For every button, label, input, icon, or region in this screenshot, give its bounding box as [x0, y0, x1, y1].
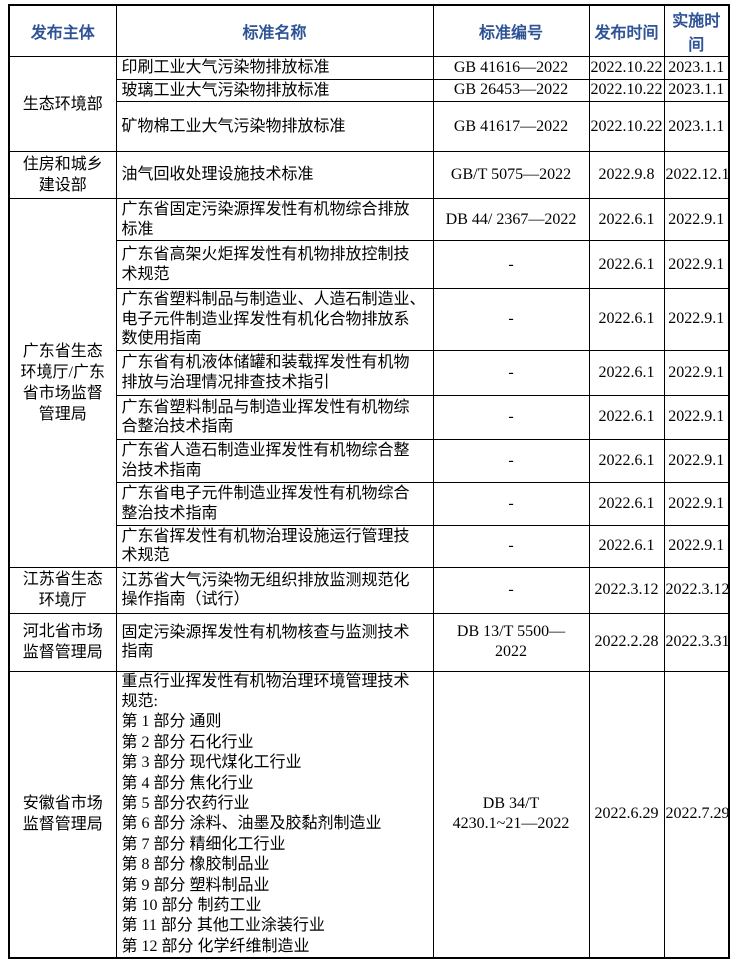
column-header-publish-date: 发布时间 — [588, 4, 665, 57]
standard-code-cell: - — [432, 240, 590, 289]
effective-date-cell: 2022.9.1 — [663, 481, 730, 526]
publisher-cell: 江苏省生态 环境厅 — [8, 566, 117, 614]
publish-date-cell: 2022.10.22 — [588, 56, 665, 80]
standard-name-cell: 广东省塑料制品与制造业挥发性有机物综 合整治技术指南 — [115, 394, 434, 440]
standard-name-cell: 矿物棉工业大气污染物排放标准 — [115, 101, 434, 152]
effective-date-cell: 2022.7.29 — [663, 670, 730, 959]
publisher-cell: 生态环境部 — [8, 56, 117, 152]
column-header-standard-code: 标准编号 — [432, 4, 590, 57]
standard-name-cell: 玻璃工业大气污染物排放标准 — [115, 78, 434, 102]
effective-date-cell: 2022.9.1 — [663, 438, 730, 483]
standard-name-cell: 固定污染源挥发性有机物核查与监测技术 指南 — [115, 612, 434, 672]
standard-code-cell: DB 44/ 2367—2022 — [432, 198, 590, 241]
effective-date-cell: 2022.12.1 — [663, 151, 730, 199]
standard-name-cell: 油气回收处理设施技术标准 — [115, 151, 434, 199]
publisher-cell: 住房和城乡 建设部 — [8, 151, 117, 199]
publish-date-cell: 2022.6.1 — [588, 240, 665, 289]
column-header-publisher: 发布主体 — [8, 4, 117, 57]
effective-date-cell: 2022.9.1 — [663, 349, 730, 396]
publish-date-cell: 2022.6.1 — [588, 394, 665, 440]
effective-date-cell: 2022.9.1 — [663, 394, 730, 440]
effective-date-cell: 2022.9.1 — [663, 198, 730, 241]
publish-date-cell: 2022.10.22 — [588, 101, 665, 152]
standard-name-cell: 广东省高架火炬挥发性有机物排放控制技 术规范 — [115, 240, 434, 289]
column-header-effective-date: 实施时间 — [663, 4, 730, 57]
standard-code-cell: - — [432, 438, 590, 483]
standard-name-cell: 江苏省大气污染物无组织排放监测规范化 操作指南（试行） — [115, 566, 434, 614]
table-row: 住房和城乡 建设部 油气回收处理设施技术标准 GB/T 5075—2022 20… — [8, 151, 730, 199]
publish-date-cell: 2022.6.29 — [588, 670, 665, 959]
standard-code-cell: - — [432, 481, 590, 526]
standard-code-cell: GB 41617—2022 — [432, 101, 590, 152]
effective-date-cell: 2023.1.1 — [663, 56, 730, 80]
standard-code-cell: - — [432, 394, 590, 440]
publisher-cell: 广东省生态 环境厅/广东 省市场监督 管理局 — [8, 198, 117, 568]
standard-code-cell: - — [432, 288, 590, 351]
effective-date-cell: 2023.1.1 — [663, 101, 730, 152]
standard-code-cell: GB 26453—2022 — [432, 78, 590, 102]
publish-date-cell: 2022.6.1 — [588, 524, 665, 568]
publish-date-cell: 2022.6.1 — [588, 481, 665, 526]
table-row: 广东省塑料制品与制造业、人造石制造业、 电子元件制造业挥发性有机化合物排放系 数… — [9, 288, 730, 351]
table-row: 广东省有机液体储罐和装载挥发性有机物 排放与治理情况排查技术指引 - 2022.… — [9, 349, 730, 396]
effective-date-cell: 2022.3.12 — [663, 566, 730, 614]
standard-code-cell: GB 41616—2022 — [432, 56, 590, 80]
standard-name-cell: 重点行业挥发性有机物治理环境管理技术 规范: 第 1 部分 通则 第 2 部分 … — [115, 670, 434, 959]
standard-name-cell: 广东省塑料制品与制造业、人造石制造业、 电子元件制造业挥发性有机化合物排放系 数… — [115, 288, 434, 351]
effective-date-cell: 2023.1.1 — [663, 78, 730, 102]
table-row: 玻璃工业大气污染物排放标准 GB 26453—2022 2022.10.22 2… — [9, 78, 730, 102]
publish-date-cell: 2022.10.22 — [588, 78, 665, 102]
publish-date-cell: 2022.6.1 — [588, 288, 665, 351]
standard-code-cell: - — [432, 524, 590, 568]
effective-date-cell: 2022.9.1 — [663, 524, 730, 568]
effective-date-cell: 2022.9.1 — [663, 288, 730, 351]
standard-code-cell: DB 34/T 4230.1~21—2022 — [432, 670, 590, 959]
table-row: 河北省市场 监督管理局 固定污染源挥发性有机物核查与监测技术 指南 DB 13/… — [8, 612, 730, 672]
table-row: 广东省生态 环境厅/广东 省市场监督 管理局 广东省固定污染源挥发性有机物综合排… — [8, 198, 730, 568]
publish-date-cell: 2022.6.1 — [588, 349, 665, 396]
publisher-cell: 河北省市场 监督管理局 — [8, 612, 117, 672]
standard-name-cell: 广东省电子元件制造业挥发性有机物综合 整治技术指南 — [115, 481, 434, 526]
table-row: 江苏省生态 环境厅 江苏省大气污染物无组织排放监测规范化 操作指南（试行） - … — [8, 566, 730, 614]
table-row: 广东省高架火炬挥发性有机物排放控制技 术规范 - 2022.6.1 2022.9… — [9, 240, 730, 289]
publish-date-cell: 2022.9.8 — [588, 151, 665, 199]
effective-date-cell: 2022.9.1 — [663, 240, 730, 289]
publisher-cell: 安徽省市场 监督管理局 — [8, 670, 117, 959]
standards-table: 发布主体 标准名称 标准编号 发布时间 实施时间 生态环境部 印刷工业大气污染物… — [8, 4, 730, 959]
standard-code-cell: - — [432, 349, 590, 396]
standard-name-cell: 广东省固定污染源挥发性有机物综合排放 标准 — [115, 198, 434, 241]
publish-date-cell: 2022.6.1 — [588, 438, 665, 483]
standard-name-cell: 广东省人造石制造业挥发性有机物综合整 治技术指南 — [115, 438, 434, 483]
table-row: 广东省电子元件制造业挥发性有机物综合 整治技术指南 - 2022.6.1 202… — [9, 481, 730, 526]
standard-code-cell: DB 13/T 5500— 2022 — [432, 612, 590, 672]
standard-code-cell: GB/T 5075—2022 — [432, 151, 590, 199]
standard-name-cell: 广东省有机液体储罐和装载挥发性有机物 排放与治理情况排查技术指引 — [115, 349, 434, 396]
table-row: 生态环境部 印刷工业大气污染物排放标准 GB 41616—2022 2022.1… — [8, 56, 730, 152]
column-header-standard-name: 标准名称 — [115, 4, 434, 57]
table-row: 矿物棉工业大气污染物排放标准 GB 41617—2022 2022.10.22 … — [9, 101, 730, 152]
table-row: 安徽省市场 监督管理局 重点行业挥发性有机物治理环境管理技术 规范: 第 1 部… — [8, 670, 730, 959]
table-row: 广东省挥发性有机物治理设施运行管理技 术规范 - 2022.6.1 2022.9… — [9, 524, 730, 568]
header-row: 发布主体 标准名称 标准编号 发布时间 实施时间 — [8, 4, 730, 57]
effective-date-cell: 2022.3.31 — [663, 612, 730, 672]
table-row: 广东省人造石制造业挥发性有机物综合整 治技术指南 - 2022.6.1 2022… — [9, 438, 730, 483]
publish-date-cell: 2022.3.12 — [588, 566, 665, 614]
standard-name-cell: 广东省挥发性有机物治理设施运行管理技 术规范 — [115, 524, 434, 568]
standard-code-cell: - — [432, 566, 590, 614]
publish-date-cell: 2022.2.28 — [588, 612, 665, 672]
publish-date-cell: 2022.6.1 — [588, 198, 665, 241]
table-row: 广东省塑料制品与制造业挥发性有机物综 合整治技术指南 - 2022.6.1 20… — [9, 394, 730, 440]
standard-name-cell: 印刷工业大气污染物排放标准 — [115, 56, 434, 80]
